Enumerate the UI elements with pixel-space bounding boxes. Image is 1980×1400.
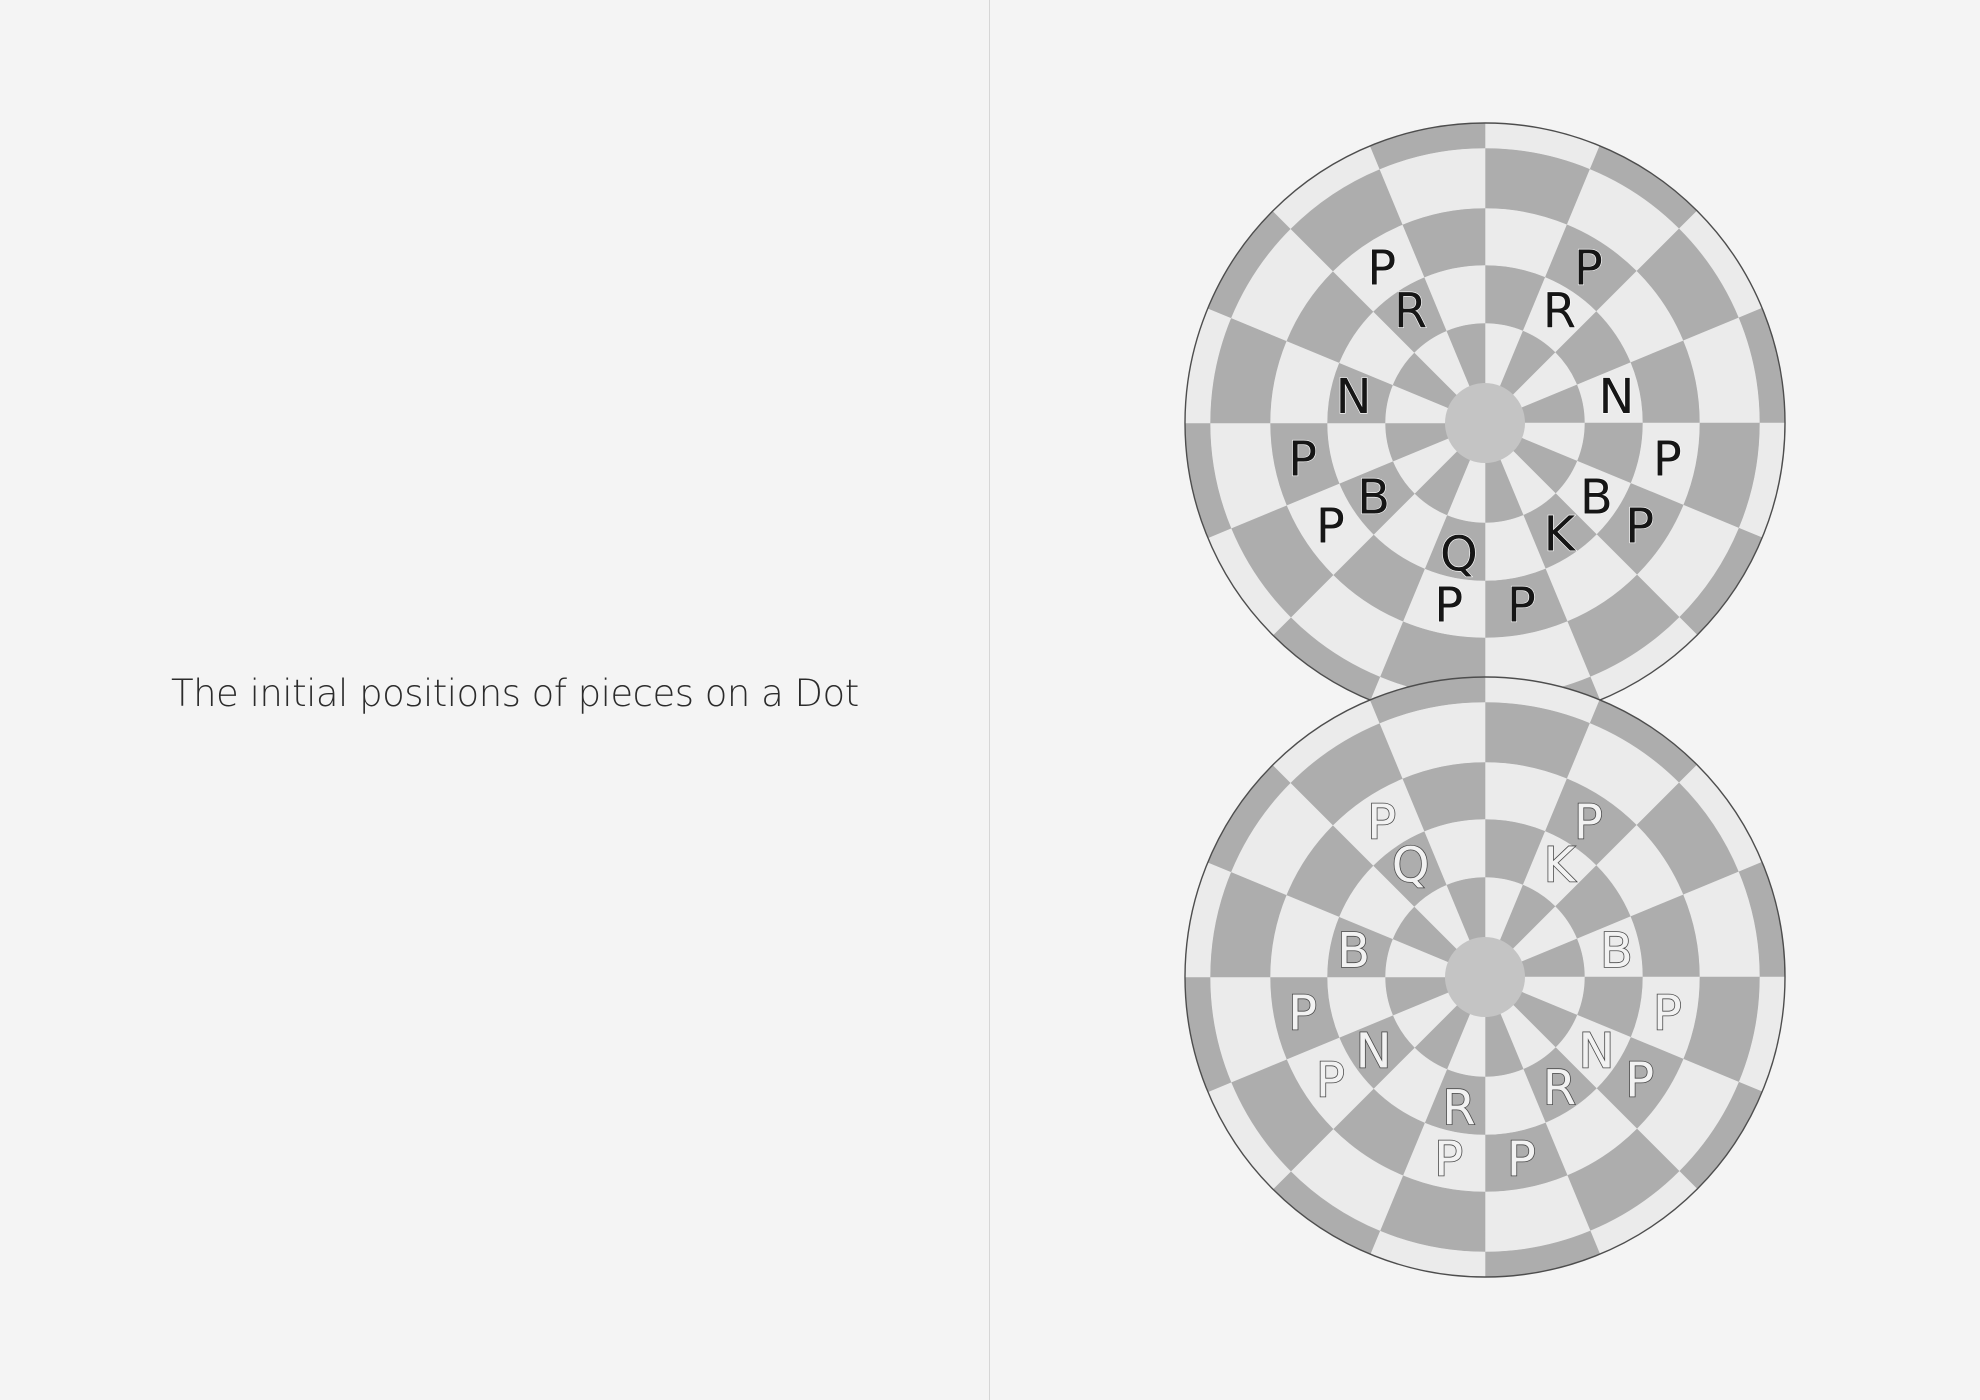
black-piece-q[interactable]: Q <box>1439 526 1478 583</box>
white-piece-r[interactable]: R <box>1542 1060 1577 1118</box>
black-piece-n[interactable]: N <box>1335 368 1372 425</box>
white-piece-n[interactable]: N <box>1355 1023 1393 1081</box>
black-piece-p[interactable]: P <box>1315 498 1345 555</box>
white-piece-p[interactable]: P <box>1315 1052 1346 1110</box>
white-piece-k[interactable]: K <box>1543 837 1578 895</box>
center-disc <box>1445 383 1525 463</box>
white-piece-p[interactable]: P <box>1287 984 1318 1042</box>
black-piece-b[interactable]: B <box>1357 469 1391 526</box>
black-piece-n[interactable]: N <box>1598 368 1635 425</box>
white-piece-p[interactable]: P <box>1433 1131 1464 1189</box>
black-piece-r[interactable]: R <box>1393 283 1428 340</box>
white-piece-q[interactable]: Q <box>1391 837 1430 895</box>
white-piece-p[interactable]: P <box>1624 1052 1655 1110</box>
diagram-caption: The initial positions of pieces on a Dot <box>171 672 859 715</box>
white-piece-p[interactable]: P <box>1652 984 1683 1042</box>
center-disc <box>1445 937 1525 1017</box>
white-piece-n[interactable]: N <box>1578 1023 1616 1081</box>
white-piece-p[interactable]: P <box>1573 793 1604 851</box>
black-piece-p[interactable]: P <box>1625 498 1655 555</box>
page-fold-divider <box>989 0 990 1400</box>
black-piece-p[interactable]: P <box>1434 577 1464 634</box>
black-piece-b[interactable]: B <box>1579 469 1613 526</box>
black-piece-p[interactable]: P <box>1288 431 1318 488</box>
black-piece-p[interactable]: P <box>1573 240 1603 297</box>
black-piece-p[interactable]: P <box>1506 577 1536 634</box>
white-piece-b[interactable]: B <box>1336 922 1371 980</box>
black-piece-p[interactable]: P <box>1652 431 1682 488</box>
white-piece-b[interactable]: B <box>1599 922 1634 980</box>
white-piece-p[interactable]: P <box>1506 1131 1537 1189</box>
black-piece-k[interactable]: K <box>1543 506 1577 563</box>
white-piece-p[interactable]: P <box>1366 793 1397 851</box>
black-piece-p[interactable]: P <box>1367 240 1397 297</box>
black-piece-r[interactable]: R <box>1542 283 1577 340</box>
white-piece-r[interactable]: R <box>1441 1080 1476 1138</box>
board-outline <box>1184 676 1786 1278</box>
